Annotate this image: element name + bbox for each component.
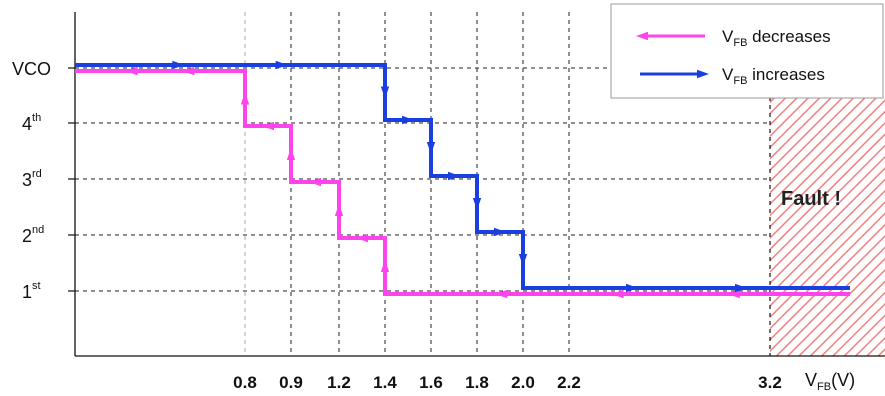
- y-tick-label-sup: rd: [32, 168, 42, 180]
- series-arrow: [334, 204, 344, 216]
- legend-arrow: [636, 31, 648, 41]
- series-arrow: [402, 115, 414, 125]
- series-arrow: [611, 289, 624, 299]
- legend-label: VFB decreases: [722, 27, 831, 49]
- tick-labels: VCO 4th 3rd 2nd 1st 0.8 0.9 1.2 1.4 1.6 1.8 2.0 2.2 3…: [12, 59, 855, 393]
- x-axis-label-unit: (V): [831, 370, 855, 390]
- series-arrow: [494, 227, 506, 237]
- legend-label-rest: increases: [747, 65, 824, 84]
- legend-label-sub: FB: [733, 37, 747, 49]
- series-line-decreasing: [75, 69, 850, 296]
- series-arrow: [356, 233, 368, 243]
- fault-region: [769, 97, 885, 356]
- x-axis-label-sub: FB: [817, 381, 831, 393]
- x-axis-label: VFB(V): [805, 370, 855, 393]
- y-tick-label: 4th: [22, 112, 41, 134]
- series-arrow: [172, 60, 185, 70]
- series-arrow: [380, 260, 390, 272]
- series-arrow: [472, 198, 482, 210]
- series-arrow: [727, 289, 740, 299]
- series-arrow: [262, 121, 274, 131]
- legend-arrow: [697, 69, 709, 79]
- x-tick-label: 1.8: [465, 373, 489, 392]
- x-tick-label: 2.2: [557, 373, 581, 392]
- series-arrow: [286, 148, 296, 160]
- x-tick-label: 0.8: [233, 373, 257, 392]
- series-arrow: [495, 289, 508, 299]
- fault-hatch: [770, 97, 885, 356]
- legend-item-increasing: VFB increases: [640, 65, 825, 87]
- series-arrow: [380, 86, 390, 99]
- legend-label-sub: FB: [733, 75, 747, 87]
- series-arrow: [735, 283, 747, 293]
- y-tick-label-sup: th: [32, 112, 41, 124]
- series-arrow: [309, 177, 321, 187]
- y-tick-label: VCO: [12, 59, 51, 79]
- series-arrow: [518, 254, 528, 266]
- series-arrow: [275, 60, 288, 70]
- x-tick-label: 0.9: [279, 373, 303, 392]
- legend-box: [610, 3, 884, 99]
- y-tick-label-sup: nd: [32, 224, 44, 236]
- legend-item-decreasing: VFB decreases: [636, 27, 831, 49]
- series-arrow: [125, 66, 138, 76]
- legend-label: VFB increases: [722, 65, 825, 87]
- legend-label-rest: decreases: [747, 27, 830, 46]
- y-tick-label: 1st: [22, 280, 41, 302]
- fault-label: Fault !: [781, 188, 841, 210]
- x-tick-label: 1.2: [327, 373, 351, 392]
- series-arrow: [240, 92, 250, 105]
- legend: VFB decreases VFB increases: [610, 3, 884, 99]
- series-lines: [75, 60, 850, 299]
- series-arrow: [626, 283, 638, 293]
- y-tick-label-sup: st: [32, 280, 41, 292]
- series-arrow: [448, 171, 460, 181]
- x-tick-label: 1.6: [419, 373, 443, 392]
- series-arrow: [426, 142, 436, 154]
- x-tick-label: 3.2: [758, 373, 782, 392]
- x-tick-label: 1.4: [373, 373, 397, 392]
- x-tick-label: 2.0: [511, 373, 535, 392]
- y-tick-label: 3rd: [22, 168, 42, 190]
- series-arrow: [182, 66, 195, 76]
- grid: [75, 12, 770, 356]
- y-tick-label: 2nd: [22, 224, 44, 246]
